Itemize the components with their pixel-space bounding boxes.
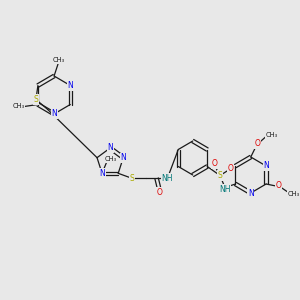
Text: O: O xyxy=(255,140,261,148)
Text: N: N xyxy=(99,169,105,178)
Text: N: N xyxy=(120,153,126,162)
Text: NH: NH xyxy=(162,174,173,183)
Text: N: N xyxy=(68,81,73,90)
Text: O: O xyxy=(211,159,217,168)
Text: CH₃: CH₃ xyxy=(105,156,117,162)
Text: S: S xyxy=(218,171,222,180)
Text: N: N xyxy=(263,161,269,170)
Text: CH₃: CH₃ xyxy=(53,57,65,63)
Text: CH₃: CH₃ xyxy=(288,191,300,197)
Text: S: S xyxy=(130,174,134,183)
Text: O: O xyxy=(276,182,282,190)
Text: S: S xyxy=(34,95,38,104)
Text: N: N xyxy=(51,110,57,118)
Text: CH₃: CH₃ xyxy=(12,103,24,109)
Text: O: O xyxy=(157,188,163,197)
Text: CH₃: CH₃ xyxy=(266,132,278,138)
Text: O: O xyxy=(228,164,234,173)
Text: N: N xyxy=(107,143,113,152)
Text: N: N xyxy=(248,188,254,197)
Text: NH: NH xyxy=(219,185,231,194)
